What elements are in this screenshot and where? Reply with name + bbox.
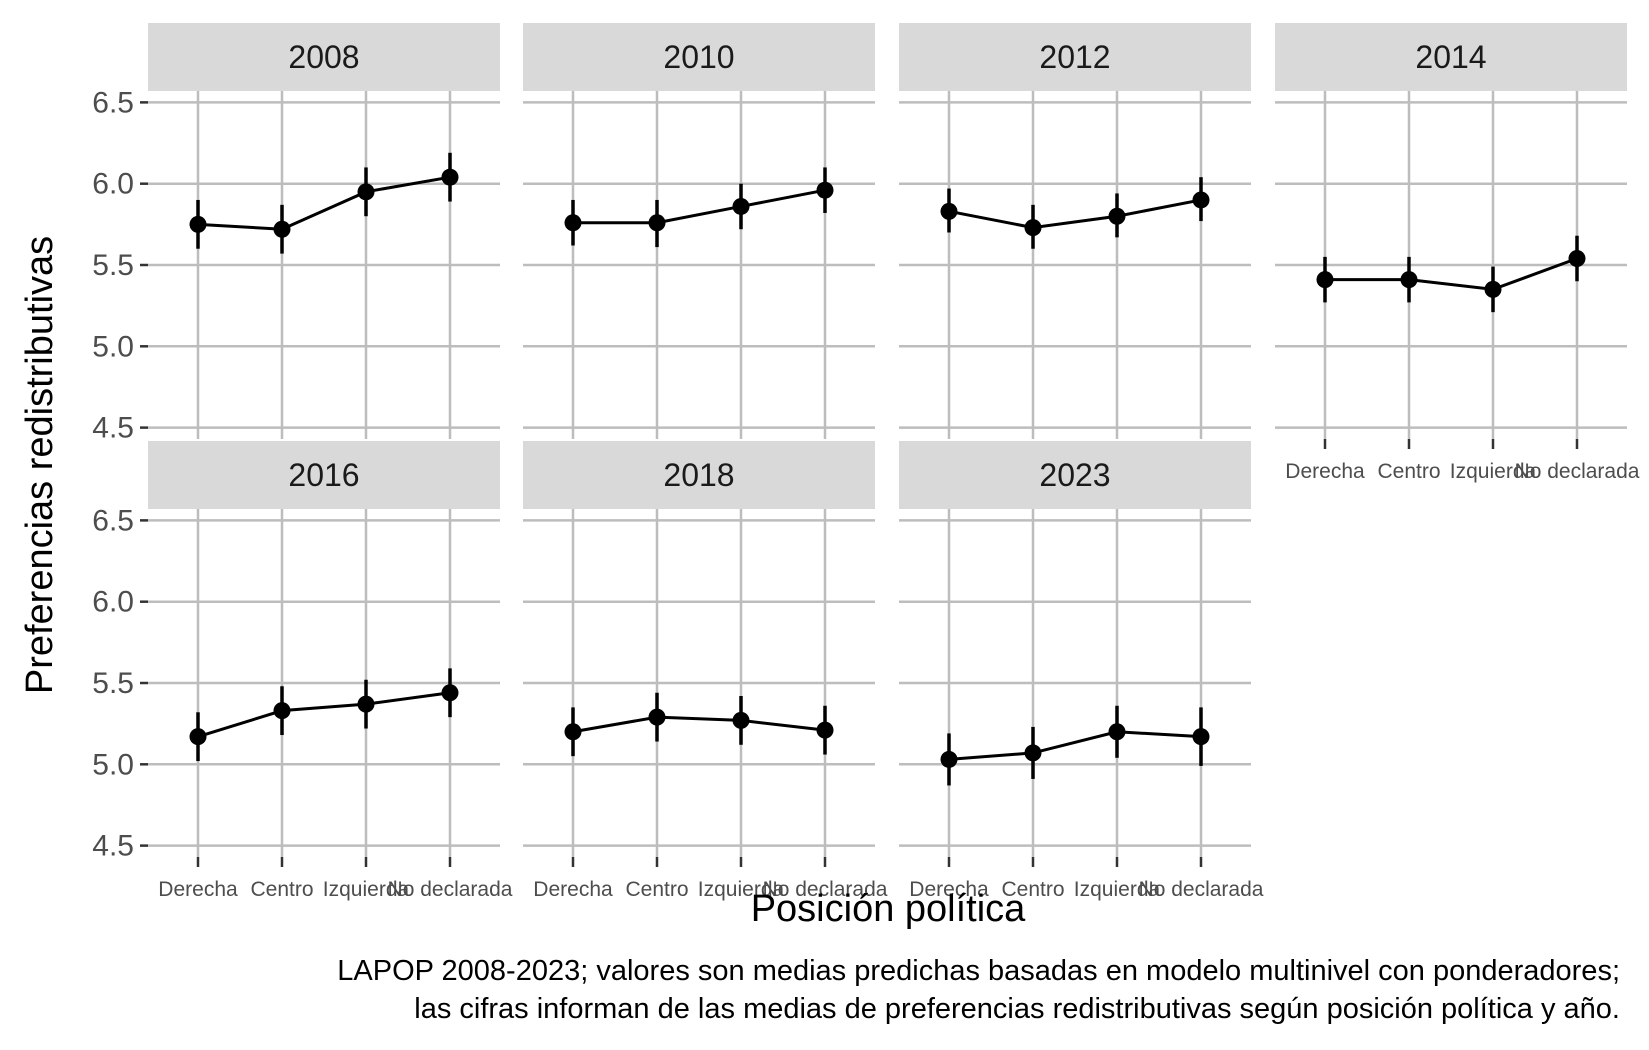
data-point [273, 702, 291, 720]
facet-strip [899, 23, 1251, 91]
data-point [1316, 271, 1334, 289]
data-point [816, 721, 834, 739]
facet-strip-label: 2018 [663, 457, 734, 493]
data-point [1108, 723, 1126, 741]
data-point [189, 215, 207, 233]
data-point [1024, 219, 1042, 237]
x-tick-label: Izquierda [698, 878, 785, 901]
data-point [732, 711, 750, 729]
facet-strip-label: 2016 [288, 457, 359, 493]
data-point [1484, 280, 1502, 298]
facet-strip-label: 2012 [1039, 39, 1110, 75]
caption-line-1: LAPOP 2008-2023; valores son medias pred… [337, 955, 1620, 987]
x-tick-label: Centro [625, 878, 688, 901]
facet-strip-label: 2014 [1415, 39, 1486, 75]
data-point [564, 214, 582, 232]
facet-strip [899, 441, 1251, 509]
data-point [357, 695, 375, 713]
data-point [816, 181, 834, 199]
caption-line-2: las cifras informan de las medias de pre… [414, 993, 1620, 1025]
data-point [1192, 728, 1210, 746]
x-tick-label: Centro [250, 878, 313, 901]
series-line [572, 715, 826, 734]
series-line [948, 198, 1202, 230]
x-tick-label: No declarada [1139, 878, 1264, 901]
x-tick-label: Derecha [1285, 460, 1365, 483]
y-tick-label: 6.5 [92, 504, 134, 537]
y-tick-label: 4.5 [92, 412, 134, 445]
x-tick-label: Izquierda [1074, 878, 1161, 901]
y-tick-label: 5.5 [92, 249, 134, 282]
facet-strip [523, 441, 875, 509]
x-tick-label: Derecha [158, 878, 238, 901]
y-tick-label: 4.5 [92, 830, 134, 863]
data-point [1192, 191, 1210, 209]
x-axis-title: Posición política [751, 888, 1026, 930]
data-point [357, 183, 375, 201]
data-point [564, 723, 582, 741]
facet-strip [148, 23, 500, 91]
y-tick-label: 6.5 [92, 86, 134, 119]
data-point [189, 728, 207, 746]
x-tick-label: Izquierda [1450, 460, 1537, 483]
x-tick-label: Izquierda [323, 878, 410, 901]
y-tick-label: 5.0 [92, 330, 134, 363]
data-point [732, 197, 750, 215]
data-point [1400, 271, 1418, 289]
data-point [1568, 249, 1586, 267]
x-tick-label: No declarada [388, 878, 513, 901]
y-tick-label: 6.0 [92, 168, 134, 201]
data-point [648, 214, 666, 232]
y-tick-label: 6.0 [92, 586, 134, 619]
data-point [273, 220, 291, 238]
facet-strip-label: 2023 [1039, 457, 1110, 493]
facet-strip [523, 23, 875, 91]
data-point [940, 750, 958, 768]
y-tick-label: 5.5 [92, 667, 134, 700]
y-axis-title: Preferencias redistributivas [19, 236, 61, 694]
series-line [197, 691, 451, 739]
data-point [1024, 744, 1042, 762]
x-tick-label: No declarada [1515, 460, 1640, 483]
x-tick-label: Derecha [533, 878, 613, 901]
facet-strip [148, 441, 500, 509]
series-line [197, 175, 451, 231]
facet-strip-label: 2008 [288, 39, 359, 75]
x-tick-label: Centro [1001, 878, 1064, 901]
x-tick-label: No declarada [763, 878, 888, 901]
data-point [441, 168, 459, 186]
x-tick-label: Derecha [909, 878, 989, 901]
series-line [573, 188, 826, 225]
facet-strip-label: 2010 [663, 39, 734, 75]
series-line [948, 730, 1202, 761]
data-point [940, 202, 958, 220]
data-point [648, 708, 666, 726]
y-tick-label: 5.0 [92, 748, 134, 781]
facet-strip [1275, 23, 1627, 91]
x-tick-label: Centro [1377, 460, 1440, 483]
data-point [1108, 207, 1126, 225]
series-line [1325, 257, 1578, 291]
data-point [441, 684, 459, 702]
